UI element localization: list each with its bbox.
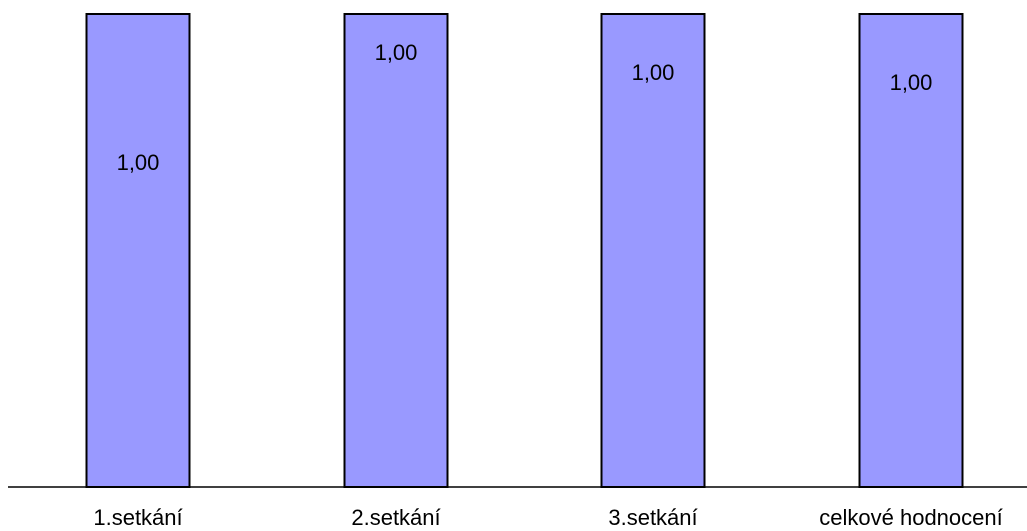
- category-label-3: 3.setkání: [608, 505, 697, 530]
- data-labels-layer: 1,00 1,00 1,00 1,00: [117, 40, 933, 175]
- category-label-1: 1.setkání: [93, 505, 182, 530]
- bars-layer: [85, 13, 964, 488]
- category-label-4: celkové hodnocení: [819, 505, 1002, 530]
- bar-2: [343, 13, 449, 488]
- category-label-2: 2.setkání: [351, 505, 440, 530]
- data-label-2: 1,00: [375, 40, 418, 65]
- data-label-3: 1,00: [632, 60, 675, 85]
- data-label-4: 1,00: [890, 70, 933, 95]
- category-labels-layer: 1.setkání 2.setkání 3.setkání celkové hodno…: [93, 505, 1002, 530]
- bar-3: [600, 13, 706, 488]
- bar-1: [85, 13, 191, 488]
- data-label-1: 1,00: [117, 150, 160, 175]
- bar-4: [858, 13, 964, 488]
